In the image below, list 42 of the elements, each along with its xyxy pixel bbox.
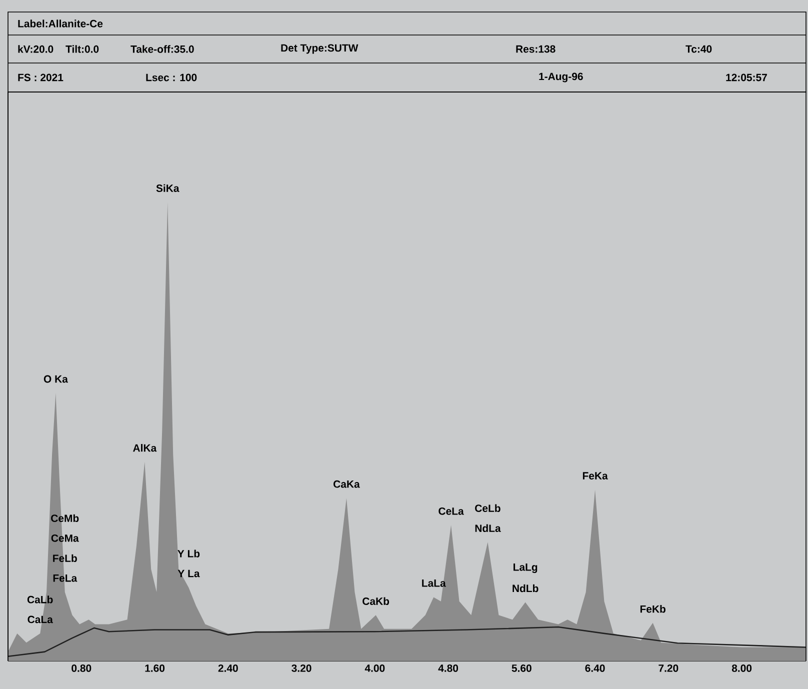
annotation: O Ka bbox=[44, 375, 68, 383]
x-tick-label: 5.60 bbox=[512, 664, 532, 672]
annotation: LaLg bbox=[514, 564, 538, 573]
x-tick-label: 4.80 bbox=[438, 664, 458, 672]
x-tick-label: 2.40 bbox=[218, 664, 238, 672]
text: Take-off:35.0 bbox=[130, 45, 194, 53]
annotation: NdLb bbox=[512, 584, 538, 592]
annotation: CaLb bbox=[27, 596, 53, 604]
text: Tilt:0.0 bbox=[66, 45, 99, 53]
text: Lsec : 100 bbox=[146, 74, 197, 82]
annotation: FeLb bbox=[53, 554, 77, 562]
annotation: CeMa bbox=[51, 534, 79, 542]
text: 1-Aug-96 bbox=[539, 72, 583, 82]
annotation: SiKa bbox=[156, 184, 180, 192]
x-tick-label: 4.00 bbox=[364, 664, 385, 672]
annotation: CaLa bbox=[28, 616, 53, 624]
text: FS : 2021 bbox=[18, 74, 64, 82]
annotation: Y La bbox=[178, 570, 200, 578]
text: Det Type:SUTW bbox=[281, 44, 358, 54]
annotation: FeKa bbox=[582, 472, 608, 480]
annotation: NdLa bbox=[475, 524, 501, 532]
text: 12:05:57 bbox=[726, 74, 767, 82]
x-tick-label: 0.80 bbox=[72, 664, 92, 672]
text: kV:20.0 bbox=[18, 45, 54, 53]
annotation: AlKa bbox=[133, 444, 157, 452]
text: Tc:40 bbox=[686, 45, 712, 53]
x-tick-label: 6.40 bbox=[585, 664, 605, 672]
annotation: CeMb bbox=[51, 514, 79, 522]
annotation: CaKb bbox=[362, 597, 390, 605]
x-tick-label: 3.20 bbox=[292, 664, 312, 672]
text: Res:138 bbox=[516, 45, 556, 53]
annotation: CaKa bbox=[334, 480, 360, 488]
x-tick-label: 1.60 bbox=[145, 664, 165, 672]
annotation: CeLb bbox=[475, 504, 500, 512]
x-tick-label: 7.20 bbox=[658, 664, 678, 672]
annotation: CeLa bbox=[438, 507, 464, 515]
annotation: FeKb bbox=[640, 605, 666, 613]
chart-title: Label:Allanite-Ce bbox=[18, 20, 103, 28]
annotation: FeLa bbox=[53, 574, 78, 582]
x-tick-label: 8.00 bbox=[732, 664, 752, 672]
annotation: LaLa bbox=[422, 580, 446, 587]
annotation: Y Lb bbox=[178, 550, 200, 558]
